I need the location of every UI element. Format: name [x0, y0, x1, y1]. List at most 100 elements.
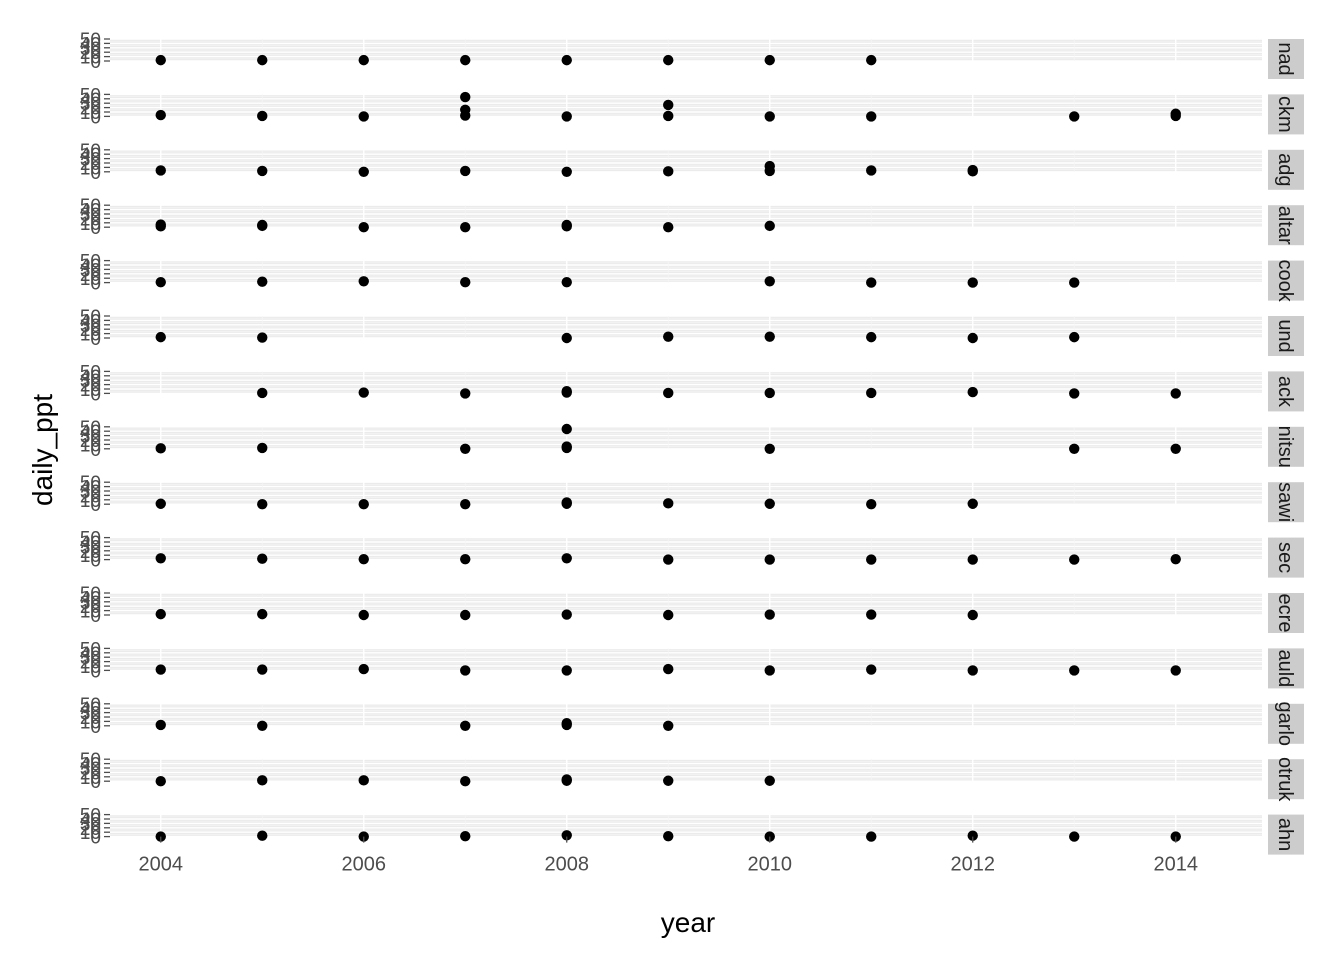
facet-strip: [1268, 260, 1304, 301]
y-tick-label: 20: [80, 486, 101, 507]
data-point: [460, 553, 471, 565]
data-point: [764, 165, 775, 177]
data-point: [155, 276, 166, 288]
data-point: [561, 423, 572, 435]
data-point: [155, 443, 166, 454]
y-tick-label: 50: [80, 639, 101, 660]
data-point: [358, 499, 369, 510]
y-tick-label: 0: [90, 274, 101, 295]
facet-strip-label: ckm: [1274, 96, 1296, 133]
data-point: [257, 54, 268, 66]
data-point: [155, 553, 166, 564]
data-point: [257, 276, 268, 287]
data-point: [764, 609, 775, 620]
y-tick-label: 40: [80, 755, 101, 776]
data-point: [663, 387, 674, 399]
data-point: [561, 276, 572, 288]
data-point: [358, 222, 369, 233]
data-point: [663, 498, 674, 509]
facet-strip-label: auld: [1274, 649, 1296, 687]
data-point: [257, 387, 268, 399]
facet-strip: [1268, 316, 1304, 356]
facet-strip-label: nitsu: [1274, 426, 1296, 468]
data-point: [663, 99, 674, 111]
data-point: [561, 442, 572, 454]
data-point: [155, 608, 166, 620]
y-tick-label: 0: [90, 329, 101, 350]
y-tick-label: 30: [80, 94, 101, 115]
y-tick-label: 20: [80, 376, 101, 397]
data-point: [866, 277, 877, 288]
data-point: [663, 110, 674, 122]
x-tick-label: 2010: [747, 854, 792, 876]
y-tick-label: 50: [80, 529, 101, 550]
y-tick-label: 10: [80, 546, 101, 567]
data-point: [866, 609, 877, 620]
data-point: [155, 109, 166, 121]
facet-strip: [1268, 205, 1304, 246]
y-tick-label: 10: [80, 269, 101, 290]
data-point: [358, 663, 369, 675]
data-point: [460, 665, 471, 676]
y-tick-label: 20: [80, 597, 101, 618]
data-point: [663, 663, 674, 675]
data-point: [358, 54, 369, 66]
data-point: [561, 830, 572, 841]
y-tick-label: 20: [80, 431, 101, 452]
data-point: [460, 720, 471, 731]
data-point: [561, 166, 572, 177]
data-point: [663, 554, 674, 565]
data-point: [155, 331, 166, 343]
y-tick-label: 30: [80, 537, 101, 558]
data-point: [663, 775, 674, 786]
data-point: [663, 54, 674, 66]
y-tick-label: 50: [80, 695, 101, 716]
y-tick-label: 0: [90, 495, 101, 516]
data-point: [358, 775, 369, 786]
y-tick-label: 0: [90, 440, 101, 461]
data-point: [866, 554, 877, 565]
y-tick-label: 40: [80, 478, 101, 499]
data-point: [257, 830, 268, 841]
data-point: [866, 331, 877, 343]
y-tick-label: 0: [90, 606, 101, 627]
data-point: [764, 443, 775, 454]
data-point: [460, 443, 471, 454]
data-point: [358, 166, 369, 177]
y-tick-label: 20: [80, 154, 101, 175]
data-point: [764, 54, 775, 66]
facet-strip-label: ahn: [1274, 818, 1296, 851]
data-point: [155, 498, 166, 509]
data-point: [460, 776, 471, 787]
data-point: [663, 331, 674, 342]
data-point: [155, 719, 166, 731]
data-point: [257, 165, 268, 177]
data-point: [1069, 554, 1080, 565]
y-tick-label: 30: [80, 371, 101, 392]
data-point: [460, 499, 471, 510]
data-point: [1170, 110, 1181, 122]
y-tick-label: 20: [80, 542, 101, 563]
y-tick-label: 50: [80, 252, 101, 273]
facet-strip-label: cook: [1274, 259, 1296, 302]
y-tick-label: 0: [90, 107, 101, 128]
y-tick-label: 10: [80, 103, 101, 124]
x-tick-label: 2008: [544, 854, 589, 876]
data-point: [460, 388, 471, 399]
facet-strip-label: und: [1274, 319, 1296, 352]
data-point: [764, 775, 775, 786]
y-tick-label: 0: [90, 551, 101, 572]
y-tick-label: 30: [80, 704, 101, 725]
data-point: [663, 720, 674, 731]
data-point: [967, 665, 978, 676]
facet-strip: [1268, 593, 1304, 633]
y-tick-label: 30: [80, 427, 101, 448]
facet-strip-label: adg: [1274, 153, 1296, 186]
y-tick-label: 40: [80, 699, 101, 720]
y-tick-label: 30: [80, 648, 101, 669]
